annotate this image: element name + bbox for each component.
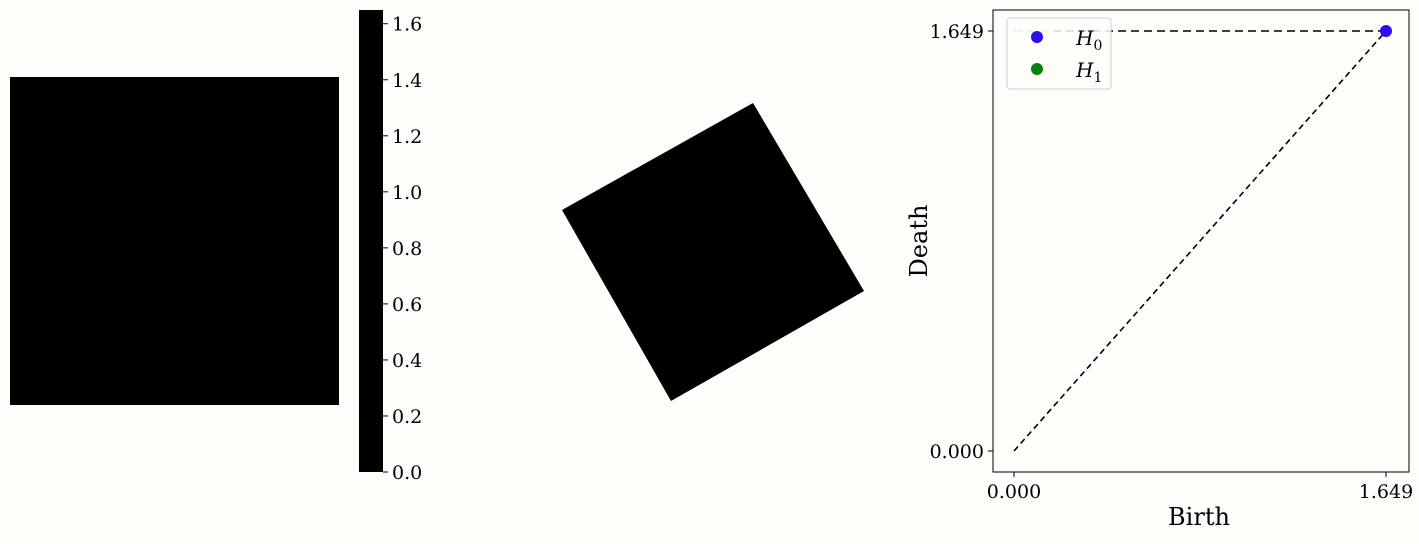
y-axis-label: Death [905,205,933,278]
legend: H0 H1 [1006,17,1112,90]
x-ticks: 0.000 1.649 [987,472,1413,503]
legend-h1-label: H1 [1075,58,1102,86]
colorbar-tick-label: 1.6 [392,14,422,36]
legend-h1-marker [1031,63,1043,75]
image-square [10,77,339,405]
y-tick-label: 1.649 [930,21,984,43]
colorbar-bar [359,10,383,472]
persistence-diagram: 0.000 1.649 0.000 1.649 Birth Death H0 H1 [905,9,1413,531]
colorbar-tick-label: 0.2 [392,406,422,428]
colorbar-tick-label: 1.2 [392,126,422,148]
point-h0 [1380,25,1392,37]
x-tick-label: 0.000 [987,481,1041,503]
rotated-shape-panel [562,103,864,401]
colorbar-tick-label: 1.4 [392,70,422,92]
x-tick-label: 1.649 [1359,481,1413,503]
plot-frame [992,9,1410,473]
colorbar-tick-label: 1.0 [392,182,422,204]
y-tick-label: 0.000 [930,441,984,463]
colorbar: 0.0 0.2 0.4 0.6 0.8 1.0 1.2 1.4 1.6 [359,10,422,484]
colorbar-tick-label: 0.0 [392,462,422,484]
colorbar-tick-label: 0.4 [392,350,422,372]
diagonal-line [1013,30,1387,452]
y-ticks: 0.000 1.649 [930,21,993,463]
colorbar-tick-label: 0.6 [392,294,422,316]
x-axis-label: Birth [1168,503,1230,531]
legend-h0-label: H0 [1075,26,1102,54]
rotated-square [562,103,864,401]
image-panel [10,77,339,405]
colorbar-tick-label: 0.8 [392,238,422,260]
legend-h0-marker [1031,31,1043,43]
colorbar-ticks: 0.0 0.2 0.4 0.6 0.8 1.0 1.2 1.4 1.6 [383,14,422,484]
